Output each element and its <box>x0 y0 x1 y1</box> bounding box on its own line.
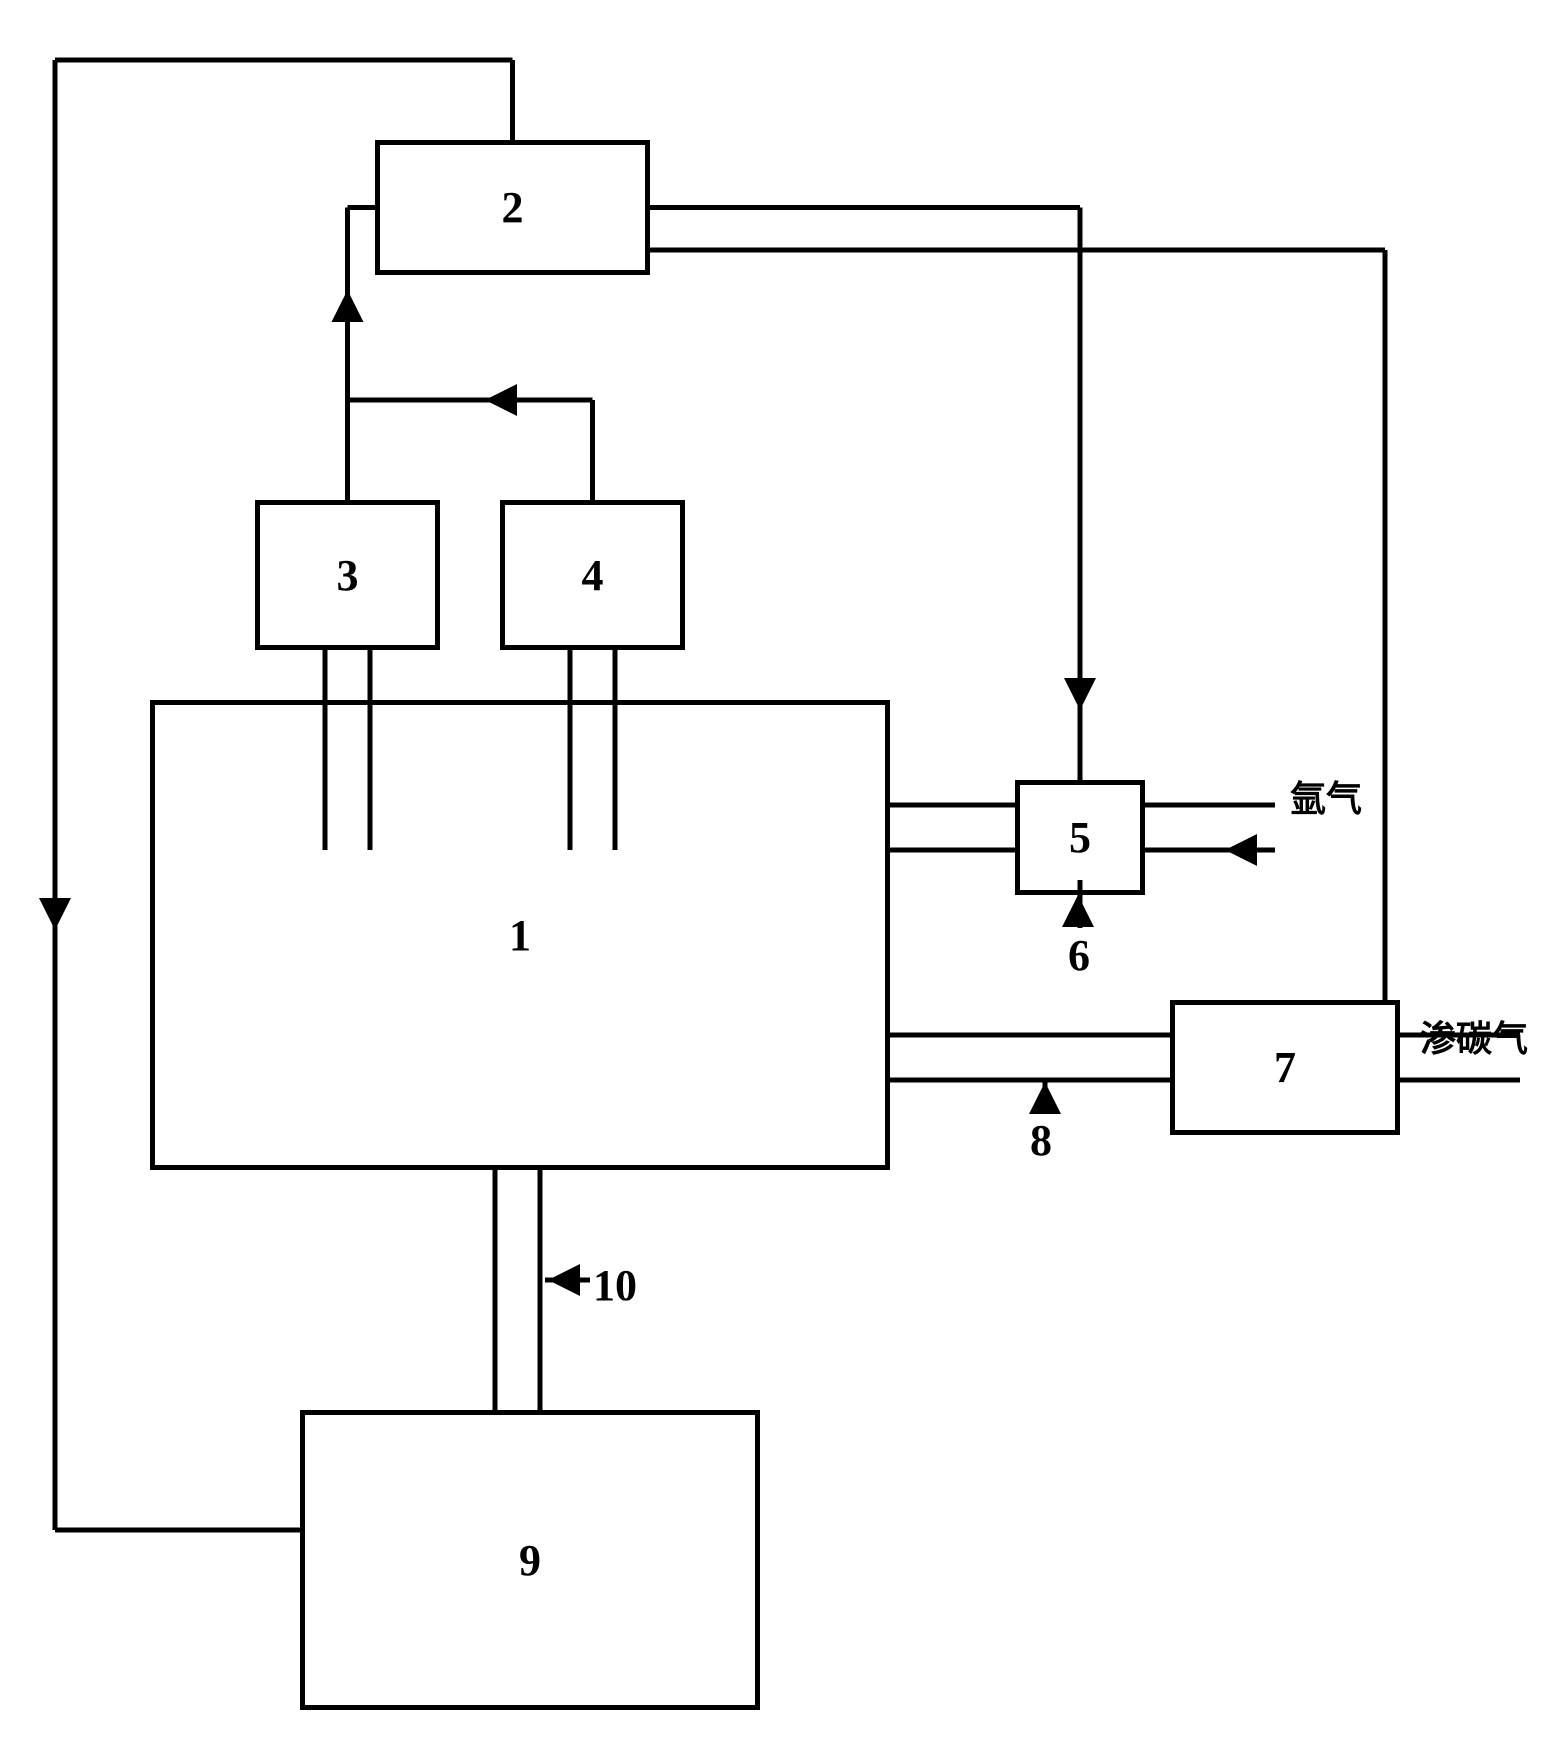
label-10: 10 <box>593 1260 637 1311</box>
node-2-label: 2 <box>502 182 524 233</box>
node-1: 1 <box>150 700 890 1170</box>
label-argon: 氩气 <box>1290 770 1362 822</box>
node-3: 3 <box>255 500 440 650</box>
node-9: 9 <box>300 1410 760 1710</box>
node-4-label: 4 <box>582 550 604 601</box>
label-6: 6 <box>1068 930 1090 981</box>
node-9-label: 9 <box>519 1535 541 1586</box>
label-carbon: 渗碳气 <box>1420 1010 1528 1062</box>
node-5: 5 <box>1015 780 1145 895</box>
node-7: 7 <box>1170 1000 1400 1135</box>
node-5-label: 5 <box>1069 812 1091 863</box>
node-7-label: 7 <box>1274 1042 1296 1093</box>
node-2: 2 <box>375 140 650 275</box>
node-4: 4 <box>500 500 685 650</box>
node-1-label: 1 <box>509 910 531 961</box>
diagram-canvas: 1 2 3 4 5 7 9 6 8 10 氩气 渗碳气 <box>0 0 1547 1750</box>
label-8: 8 <box>1030 1115 1052 1166</box>
node-3-label: 3 <box>337 550 359 601</box>
